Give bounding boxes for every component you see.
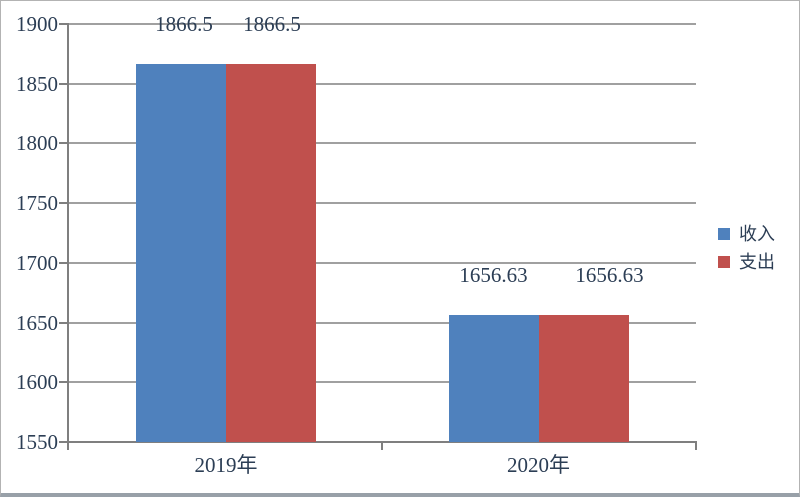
y-axis-tick: [59, 381, 68, 384]
bar-data-label: 1866.5: [243, 12, 301, 36]
y-axis-tick: [59, 23, 68, 25]
y-axis-label: 1850: [16, 71, 58, 96]
y-axis-tick: [59, 441, 68, 443]
gridline: [68, 381, 696, 384]
bar-income-2019: [136, 64, 226, 442]
y-axis-tick: [59, 261, 68, 264]
legend-item-income: 收入: [718, 220, 775, 248]
bar-data-label: 1656.63: [459, 262, 528, 287]
bar-data-label: 1656.63: [575, 262, 644, 287]
gridline: [68, 82, 696, 85]
y-axis-label: 1600: [16, 370, 58, 395]
y-axis-tick: [59, 82, 68, 85]
chart-legend: 收入 支出: [718, 220, 775, 276]
y-axis-tick: [59, 142, 68, 145]
bar-income-2020: [448, 314, 539, 442]
y-axis-line: [67, 23, 69, 443]
x-axis-tick: [381, 442, 383, 450]
gridline: [68, 142, 696, 145]
gridline: [68, 23, 696, 25]
y-axis-label: 1900: [16, 12, 58, 36]
gridline: [68, 261, 696, 264]
x-axis-tick: [695, 442, 697, 450]
y-axis-label: 1750: [16, 191, 58, 216]
y-axis-label: 1800: [16, 131, 58, 156]
legend-label: 支出: [739, 252, 775, 272]
y-axis-label: 1700: [16, 250, 58, 275]
y-axis-label: 1550: [16, 430, 58, 454]
x-axis-category-label: 2020年: [507, 453, 570, 477]
legend-label: 收入: [739, 224, 775, 244]
x-axis-tick: [67, 442, 69, 450]
bar-data-label: 1866.5: [155, 12, 213, 36]
bar-expense-2020: [538, 314, 629, 442]
legend-swatch-income: [718, 228, 730, 240]
legend-item-expense: 支出: [718, 248, 775, 276]
gridline: [68, 202, 696, 205]
y-axis-tick: [59, 202, 68, 205]
bar-expense-2019: [226, 64, 316, 442]
legend-swatch-expense: [718, 256, 730, 268]
x-axis-category-label: 2019年: [194, 453, 258, 477]
y-axis-tick: [59, 321, 68, 324]
gridline: [68, 321, 696, 324]
y-axis-label: 1650: [16, 310, 58, 335]
